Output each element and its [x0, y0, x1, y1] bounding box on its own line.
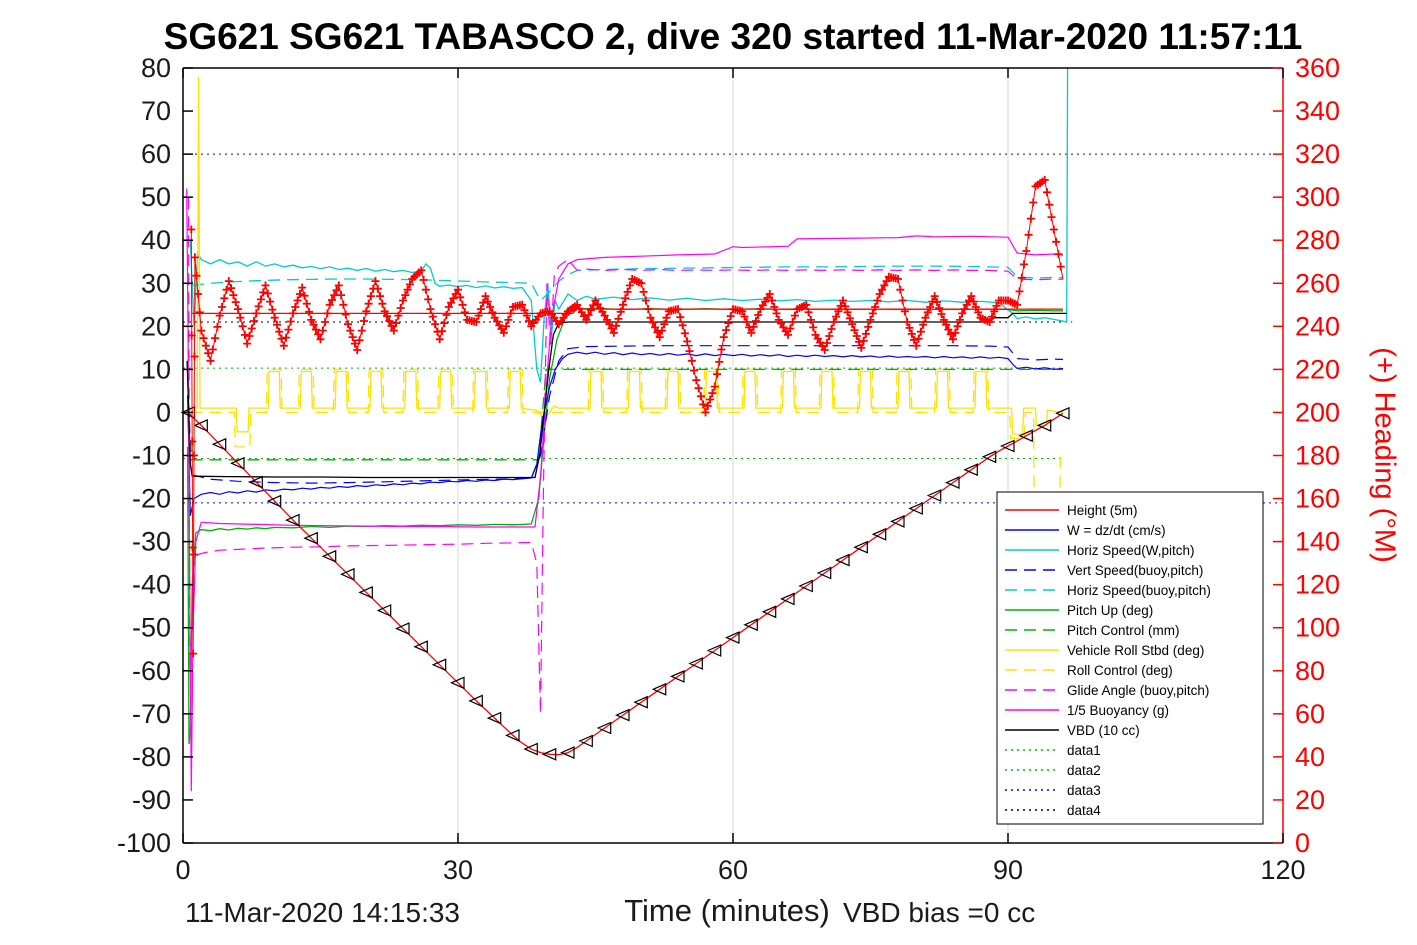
legend-item: W = dz/dt (cm/s) [1005, 523, 1166, 538]
legend-item: Roll Control (deg) [1005, 663, 1173, 678]
right-tick-label: 340 [1295, 96, 1340, 126]
legend-item-label: data4 [1067, 803, 1101, 818]
right-tick-label: 220 [1295, 354, 1340, 384]
legend-item: Horiz Speed(buoy,pitch) [1005, 583, 1211, 598]
left-tick-label: -10 [132, 441, 171, 471]
legend-item-label: Vehicle Roll Stbd (deg) [1067, 643, 1204, 658]
left-tick-label: 10 [141, 354, 171, 384]
legend-item-label: VBD (10 cc) [1067, 723, 1140, 738]
left-tick-label: 40 [141, 225, 171, 255]
dive-profile-triangle-markers [180, 405, 1070, 761]
left-tick-label: -50 [132, 613, 171, 643]
legend-item: VBD (10 cc) [1005, 723, 1140, 738]
legend-item: Vehicle Roll Stbd (deg) [1005, 643, 1204, 658]
legend-item-label: Pitch Control (mm) [1067, 623, 1180, 638]
legend-item-label: Vert Speed(buoy,pitch) [1067, 563, 1203, 578]
left-tick-label: -90 [132, 785, 171, 815]
x-tick-label: 90 [993, 855, 1023, 885]
x-axis-label: Time (minutes) [624, 893, 830, 928]
series-horiz-speed-w-pitch [189, 67, 1069, 383]
right-tick-label: 300 [1295, 182, 1340, 212]
left-tick-label: 30 [141, 268, 171, 298]
left-tick-label: -80 [132, 742, 171, 772]
right-tick-label: 180 [1295, 441, 1340, 471]
series-vert-speed-buoy-pitch [192, 345, 1064, 484]
left-tick-label: 50 [141, 182, 171, 212]
vbd-bias-label: VBD bias =0 cc [843, 897, 1036, 928]
right-tick-label: 240 [1295, 311, 1340, 341]
legend-item-label: data3 [1067, 783, 1101, 798]
right-tick-label: 40 [1295, 742, 1325, 772]
right-tick-label: 160 [1295, 484, 1340, 514]
legend-item: data4 [1005, 803, 1101, 818]
left-tick-label: 0 [156, 397, 171, 427]
legend-item-label: Roll Control (deg) [1067, 663, 1173, 678]
right-tick-label: 100 [1295, 613, 1340, 643]
left-tick-label: -40 [132, 570, 171, 600]
right-tick-label: 320 [1295, 139, 1340, 169]
legend-item-label: Horiz Speed(buoy,pitch) [1067, 583, 1211, 598]
legend-item: data1 [1005, 743, 1101, 758]
legend-item: 1/5 Buoyancy (g) [1005, 703, 1169, 718]
left-tick-label: -100 [117, 828, 171, 858]
legend-item: Glide Angle (buoy,pitch) [1005, 683, 1209, 698]
legend-item-label: Pitch Up (deg) [1067, 603, 1153, 618]
series-vbd [186, 312, 1067, 479]
right-tick-label: 80 [1295, 656, 1325, 686]
x-tick-label: 30 [443, 855, 473, 885]
dive-end-timestamp: 11-Mar-2020 14:15:33 [185, 897, 460, 928]
series-vehicle-roll-stbd [191, 76, 1064, 435]
legend-item: Horiz Speed(W,pitch) [1005, 543, 1195, 558]
legend-item: data3 [1005, 783, 1101, 798]
series-pitch-control [188, 368, 1063, 461]
right-tick-label: 20 [1295, 785, 1325, 815]
legend-item-label: data1 [1067, 743, 1101, 758]
left-tick-label: 80 [141, 53, 171, 83]
legend-item: Vert Speed(buoy,pitch) [1005, 563, 1203, 578]
heading-plus-markers [187, 175, 1065, 658]
x-tick-label: 60 [718, 855, 748, 885]
series-heading-target [192, 308, 1063, 314]
left-tick-label: 70 [141, 96, 171, 126]
right-tick-label: 360 [1295, 53, 1340, 83]
series-glide-angle [187, 197, 1064, 714]
right-tick-label: 280 [1295, 225, 1340, 255]
series-w-dzdt [187, 351, 1064, 516]
series-heading [187, 175, 1065, 658]
legend-item-label: Height (5m) [1067, 503, 1138, 518]
right-tick-label: 60 [1295, 699, 1325, 729]
legend-item: Pitch Up (deg) [1005, 603, 1153, 618]
left-tick-label: 60 [141, 139, 171, 169]
legend-item-label: W = dz/dt (cm/s) [1067, 523, 1166, 538]
legend-item: Pitch Control (mm) [1005, 623, 1180, 638]
left-tick-label: -20 [132, 484, 171, 514]
legend-item-label: 1/5 Buoyancy (g) [1067, 703, 1169, 718]
legend-item: data2 [1005, 763, 1101, 778]
legend-item: Height (5m) [1005, 503, 1138, 518]
x-tick-label: 120 [1260, 855, 1305, 885]
left-tick-label: -30 [132, 527, 171, 557]
right-tick-label: 260 [1295, 268, 1340, 298]
plot-title: SG621 SG621 TABASCO 2, dive 320 started … [163, 16, 1303, 57]
right-tick-label: 200 [1295, 397, 1340, 427]
series-horiz-speed-buoy-pitch [192, 265, 1064, 302]
left-tick-label: -70 [132, 699, 171, 729]
left-tick-label: 20 [141, 311, 171, 341]
series-roll-control [190, 368, 1061, 603]
right-tick-label: 0 [1295, 828, 1310, 858]
series-height [180, 405, 1070, 761]
legend-item-label: Glide Angle (buoy,pitch) [1067, 683, 1209, 698]
axes: 80706050403020100-10-20-30-40-50-60-70-8… [117, 53, 1340, 885]
left-tick-label: -60 [132, 656, 171, 686]
right-tick-label: 120 [1295, 570, 1340, 600]
legend-item-label: data2 [1067, 763, 1101, 778]
right-axis-label: (+) Heading (°M) [1368, 347, 1401, 563]
legend-item-label: Horiz Speed(W,pitch) [1067, 543, 1195, 558]
series-one-fifth-buoyancy [186, 188, 1064, 792]
legend: Height (5m) W = dz/dt (cm/s) Horiz Speed(W… [996, 491, 1264, 825]
x-tick-label: 0 [175, 855, 190, 885]
right-tick-label: 140 [1295, 527, 1340, 557]
